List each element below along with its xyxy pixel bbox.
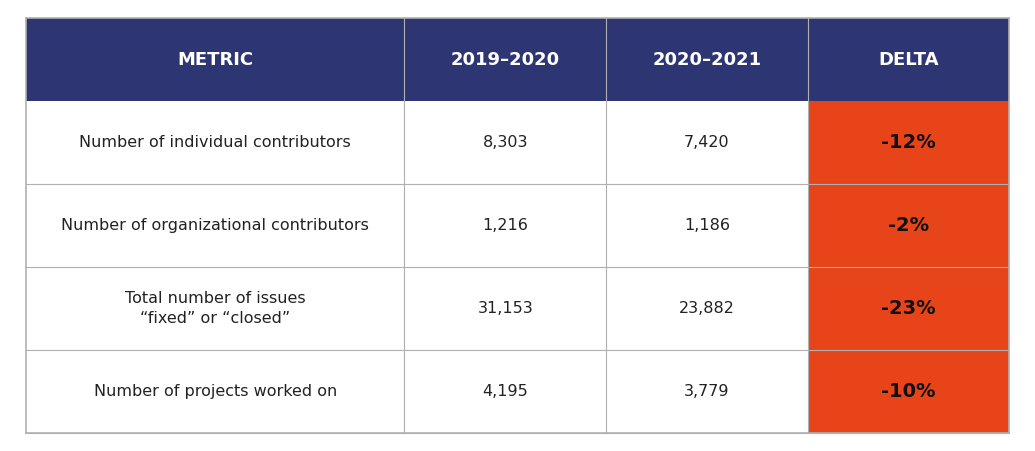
Bar xyxy=(807,267,1009,350)
Text: Number of projects worked on: Number of projects worked on xyxy=(93,384,336,399)
Bar xyxy=(405,267,605,350)
Bar xyxy=(405,18,605,101)
Text: 1,216: 1,216 xyxy=(482,218,528,233)
Text: 2020–2021: 2020–2021 xyxy=(652,51,762,69)
Bar xyxy=(405,184,605,267)
Bar xyxy=(26,101,405,184)
Bar xyxy=(605,101,807,184)
Text: -2%: -2% xyxy=(888,216,928,235)
Text: 1,186: 1,186 xyxy=(684,218,730,233)
Bar xyxy=(605,267,807,350)
Text: 4,195: 4,195 xyxy=(482,384,528,399)
Text: Total number of issues
“fixed” or “closed”: Total number of issues “fixed” or “close… xyxy=(125,291,305,326)
Bar xyxy=(807,18,1009,101)
Bar xyxy=(405,350,605,433)
Text: 7,420: 7,420 xyxy=(684,135,730,150)
Text: 8,303: 8,303 xyxy=(482,135,528,150)
Bar xyxy=(807,184,1009,267)
Bar xyxy=(405,101,605,184)
Text: 23,882: 23,882 xyxy=(679,301,735,316)
Text: 31,153: 31,153 xyxy=(477,301,533,316)
Bar xyxy=(26,184,405,267)
Bar xyxy=(26,350,405,433)
Text: -23%: -23% xyxy=(881,299,936,318)
Text: 2019–2020: 2019–2020 xyxy=(450,51,560,69)
Bar xyxy=(26,267,405,350)
Text: -12%: -12% xyxy=(881,133,936,152)
Bar xyxy=(605,184,807,267)
Bar xyxy=(605,18,807,101)
Bar xyxy=(26,18,405,101)
Text: DELTA: DELTA xyxy=(878,51,939,69)
Bar xyxy=(605,350,807,433)
Text: METRIC: METRIC xyxy=(177,51,254,69)
Text: Number of organizational contributors: Number of organizational contributors xyxy=(61,218,369,233)
Text: 3,779: 3,779 xyxy=(684,384,730,399)
Text: Number of individual contributors: Number of individual contributors xyxy=(80,135,351,150)
Bar xyxy=(807,350,1009,433)
Text: -10%: -10% xyxy=(881,382,936,401)
Bar xyxy=(807,101,1009,184)
